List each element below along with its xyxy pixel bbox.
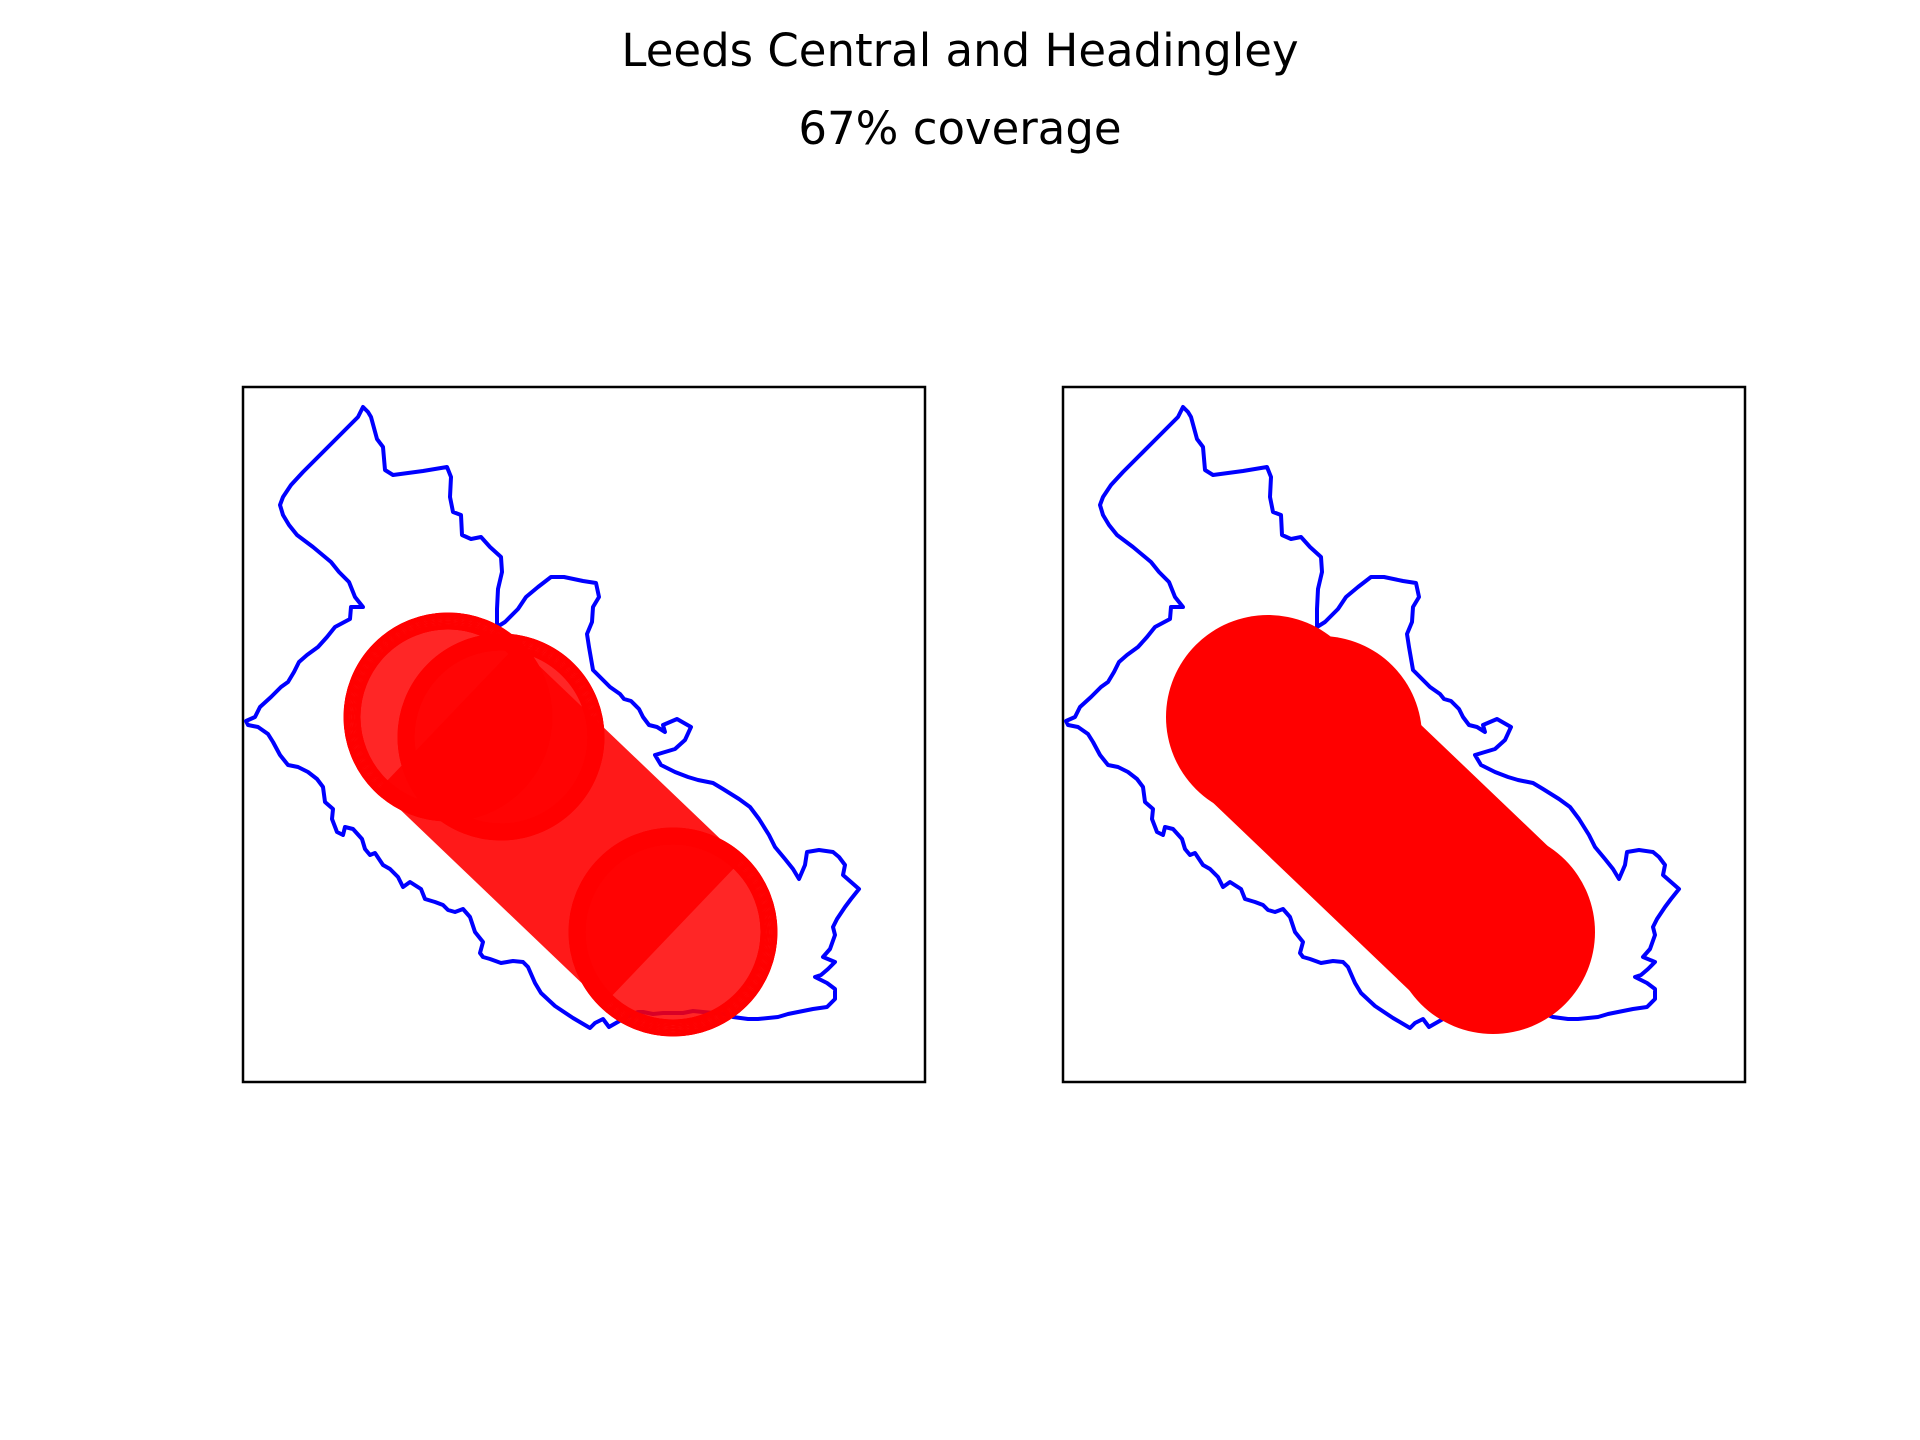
coverage-circle	[1220, 636, 1422, 838]
coverage-circle	[1391, 830, 1595, 1034]
coverage-circles-right	[1166, 615, 1595, 1034]
coverage-circles-left	[343, 612, 778, 1037]
coverage-ring	[409, 634, 601, 826]
coverage-ring	[410, 635, 602, 827]
coverage-ring	[584, 834, 778, 1028]
coverage-ring	[581, 829, 775, 1023]
coverage-ring	[582, 829, 776, 1023]
coverage-circle	[400, 636, 602, 838]
map-panel-left	[241, 385, 927, 1084]
coverage-ring	[411, 636, 603, 828]
coverage-ring	[411, 635, 603, 827]
coverage-subtitle: 67% coverage	[798, 102, 1122, 155]
coverage-ring	[582, 830, 776, 1024]
figure-title: Leeds Central and Headingley	[621, 24, 1299, 77]
coverage-ring	[580, 828, 774, 1022]
coverage-ring	[413, 640, 605, 832]
map-panel-right	[1061, 385, 1747, 1084]
coverage-circle	[571, 830, 775, 1034]
